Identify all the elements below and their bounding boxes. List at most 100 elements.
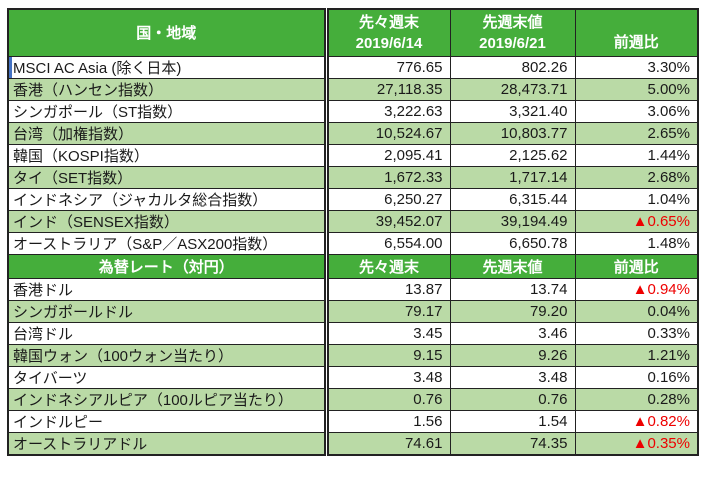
week-before-last-value[interactable]: 1.56 — [323, 409, 451, 433]
change-value[interactable]: 3.30% — [574, 55, 699, 79]
row-label[interactable]: シンガポールドル — [7, 299, 327, 323]
last-week-value[interactable]: 3,321.40 — [449, 99, 576, 123]
fx-col-header-change[interactable]: 前週比 — [574, 253, 699, 279]
fx-col-header-week-before-last[interactable]: 先々週末 — [323, 253, 451, 279]
last-week-value[interactable]: 10,803.77 — [449, 121, 576, 145]
change-value[interactable]: 5.00% — [574, 77, 699, 101]
table-row: タイバーツ 3.48 3.48 0.16% — [7, 365, 699, 389]
indices-rows: MSCI AC Asia (除く日本) 776.65 802.26 3.30% 香港（ハ… — [7, 55, 699, 255]
change-value[interactable]: 0.04% — [574, 299, 699, 323]
last-week-value[interactable]: 3.46 — [449, 321, 576, 345]
change-value[interactable]: 3.06% — [574, 99, 699, 123]
row-label[interactable]: 韓国（KOSPI指数） — [7, 143, 327, 167]
week-before-last-value[interactable]: 1,672.33 — [323, 165, 451, 189]
change-value[interactable]: 1.48% — [574, 231, 699, 255]
change-value[interactable]: 2.65% — [574, 121, 699, 145]
last-week-value[interactable]: 13.74 — [449, 277, 576, 301]
change-value[interactable]: 0.28% — [574, 387, 699, 411]
change-value[interactable]: 2.68% — [574, 165, 699, 189]
change-value[interactable]: 1.04% — [574, 187, 699, 211]
col-header-week-before-last-label: 先々週末 — [358, 13, 419, 31]
change-value[interactable]: 0.16% — [574, 365, 699, 389]
week-before-last-value[interactable]: 74.61 — [323, 431, 451, 455]
row-label[interactable]: 香港ドル — [7, 277, 327, 301]
last-week-value[interactable]: 0.76 — [449, 387, 576, 411]
change-value[interactable]: ▲0.35% — [574, 431, 699, 455]
row-label[interactable]: 韓国ウォン（100ウォン当たり） — [7, 343, 327, 367]
week-before-last-value[interactable]: 13.87 — [323, 277, 451, 301]
table-row: インドネシア（ジャカルタ総合指数） 6,250.27 6,315.44 1.04% — [7, 187, 699, 211]
row-label[interactable]: インドネシアルピア（100ルピア当たり） — [7, 387, 327, 411]
last-week-value[interactable]: 39,194.49 — [449, 209, 576, 233]
table-row: 台湾（加権指数） 10,524.67 10,803.77 2.65% — [7, 121, 699, 145]
change-value[interactable]: ▲0.94% — [574, 277, 699, 301]
indices-header-row: 国・地域 先々週末 2019/6/14 先週末値 2019/6/21 前週比 — [7, 8, 699, 57]
fx-header-row: 為替レート（対円） 先々週末 先週末値 前週比 — [7, 253, 699, 279]
last-week-value[interactable]: 3.48 — [449, 365, 576, 389]
fx-header-section: 為替レート（対円） 先々週末 先週末値 前週比 — [7, 253, 699, 279]
last-week-value[interactable]: 74.35 — [449, 431, 576, 455]
row-label[interactable]: インドルピー — [7, 409, 327, 433]
week-before-last-value[interactable]: 776.65 — [323, 55, 451, 79]
col-header-week-before-last[interactable]: 先々週末 2019/6/14 — [323, 8, 451, 57]
row-label[interactable]: 香港（ハンセン指数） — [7, 77, 327, 101]
row-label[interactable]: タイ（SET指数） — [7, 165, 327, 189]
week-before-last-value[interactable]: 27,118.35 — [323, 77, 451, 101]
change-value[interactable]: 1.44% — [574, 143, 699, 167]
fx-header-title[interactable]: 為替レート（対円） — [7, 253, 327, 279]
table-row: オーストラリアドル 74.61 74.35 ▲0.35% — [7, 431, 699, 455]
week-before-last-value[interactable]: 6,554.00 — [323, 231, 451, 255]
asia-market-table: 国・地域 先々週末 2019/6/14 先週末値 2019/6/21 前週比 M… — [7, 8, 699, 456]
row-label[interactable]: インドネシア（ジャカルタ総合指数） — [7, 187, 327, 211]
last-week-value[interactable]: 6,315.44 — [449, 187, 576, 211]
table-row: 香港ドル 13.87 13.74 ▲0.94% — [7, 277, 699, 301]
last-week-value[interactable]: 79.20 — [449, 299, 576, 323]
last-week-value[interactable]: 2,125.62 — [449, 143, 576, 167]
col-header-last-week[interactable]: 先週末値 2019/6/21 — [449, 8, 576, 57]
row-label[interactable]: MSCI AC Asia (除く日本) — [7, 55, 327, 79]
change-value[interactable]: ▲0.65% — [574, 209, 699, 233]
col-header-last-week-date: 2019/6/21 — [479, 34, 546, 52]
change-value[interactable]: ▲0.82% — [574, 409, 699, 433]
week-before-last-value[interactable]: 6,250.27 — [323, 187, 451, 211]
table-row: MSCI AC Asia (除く日本) 776.65 802.26 3.30% — [7, 55, 699, 79]
table-row: シンガポールドル 79.17 79.20 0.04% — [7, 299, 699, 323]
table-row: シンガポール（ST指数） 3,222.63 3,321.40 3.06% — [7, 99, 699, 123]
last-week-value[interactable]: 28,473.71 — [449, 77, 576, 101]
change-value[interactable]: 0.33% — [574, 321, 699, 345]
col-header-region[interactable]: 国・地域 — [7, 8, 327, 57]
row-label[interactable]: 台湾ドル — [7, 321, 327, 345]
table-row: タイ（SET指数） 1,672.33 1,717.14 2.68% — [7, 165, 699, 189]
row-label[interactable]: オーストラリア（S&P／ASX200指数） — [7, 231, 327, 255]
last-week-value[interactable]: 9.26 — [449, 343, 576, 367]
last-week-value[interactable]: 1,717.14 — [449, 165, 576, 189]
week-before-last-value[interactable]: 9.15 — [323, 343, 451, 367]
row-label[interactable]: タイバーツ — [7, 365, 327, 389]
last-week-value[interactable]: 6,650.78 — [449, 231, 576, 255]
row-label[interactable]: 台湾（加権指数） — [7, 121, 327, 145]
week-before-last-value[interactable]: 10,524.67 — [323, 121, 451, 145]
week-before-last-value[interactable]: 79.17 — [323, 299, 451, 323]
row-label[interactable]: インド（SENSEX指数） — [7, 209, 327, 233]
last-week-value[interactable]: 802.26 — [449, 55, 576, 79]
col-header-change[interactable]: 前週比 — [574, 8, 699, 57]
table-row: 韓国（KOSPI指数） 2,095.41 2,125.62 1.44% — [7, 143, 699, 167]
last-week-value[interactable]: 1.54 — [449, 409, 576, 433]
row-label[interactable]: オーストラリアドル — [7, 431, 327, 455]
change-value[interactable]: 1.21% — [574, 343, 699, 367]
week-before-last-value[interactable]: 0.76 — [323, 387, 451, 411]
table-row: 台湾ドル 3.45 3.46 0.33% — [7, 321, 699, 345]
week-before-last-value[interactable]: 3,222.63 — [323, 99, 451, 123]
table-row: オーストラリア（S&P／ASX200指数） 6,554.00 6,650.78 1.4… — [7, 231, 699, 255]
table-row: 香港（ハンセン指数） 27,118.35 28,473.71 5.00% — [7, 77, 699, 101]
table-row: インドルピー 1.56 1.54 ▲0.82% — [7, 409, 699, 433]
table-row: インドネシアルピア（100ルピア当たり） 0.76 0.76 0.28% — [7, 387, 699, 411]
row-label[interactable]: シンガポール（ST指数） — [7, 99, 327, 123]
fx-col-header-last-week[interactable]: 先週末値 — [449, 253, 576, 279]
table-row: 韓国ウォン（100ウォン当たり） 9.15 9.26 1.21% — [7, 343, 699, 367]
week-before-last-value[interactable]: 3.48 — [323, 365, 451, 389]
week-before-last-value[interactable]: 2,095.41 — [323, 143, 451, 167]
week-before-last-value[interactable]: 39,452.07 — [323, 209, 451, 233]
week-before-last-value[interactable]: 3.45 — [323, 321, 451, 345]
